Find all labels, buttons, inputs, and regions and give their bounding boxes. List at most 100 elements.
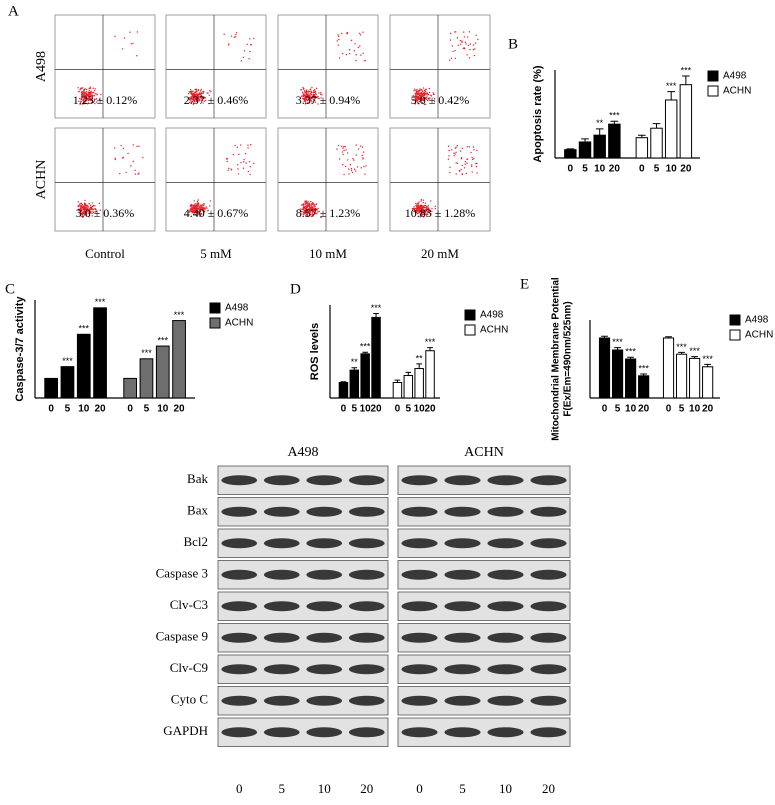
event-dot [86,206,88,209]
x-tick-label: 10 [625,404,637,415]
legend-label: ACHN [723,86,751,97]
event-dot [448,155,450,157]
event-dot [362,31,364,33]
event-dot [83,102,85,104]
event-dot [198,99,200,102]
error-bar [704,363,712,367]
event-dot [466,54,468,56]
blot-band [348,664,385,675]
event-dot [83,98,86,100]
event-dot [426,208,428,211]
event-dot [419,98,421,101]
event-dot [356,166,359,168]
protein-label: Caspase 9 [156,629,208,644]
event-dot [316,97,318,99]
event-dot [192,210,194,213]
bar [360,353,370,399]
event-dot [114,147,116,149]
event-dot [83,212,86,214]
event-dot [456,37,459,39]
x-tick-label: 10 [360,404,372,415]
blot-band [444,601,481,612]
event-dot [434,208,436,210]
event-dot [305,207,308,209]
event-dot [461,41,463,43]
apoptosis-value: 3.37 ± 0.94% [296,93,361,107]
event-dot [355,59,357,62]
event-dot [302,98,304,100]
blot-band [487,695,524,706]
event-dot [471,165,473,168]
event-dot [195,98,198,100]
event-dot [306,213,309,215]
lane-label: 5 [279,781,286,796]
event-dot [228,167,230,170]
event-dot [476,149,478,152]
significance: *** [612,337,623,347]
event-dot [132,160,135,163]
panel-label: E [520,276,529,292]
event-dot [196,100,199,102]
event-dot [307,208,310,211]
event-dot [301,91,304,93]
dot-plot [165,127,267,232]
blot-band [530,695,567,706]
error-bar [362,351,368,354]
event-dot [230,35,233,37]
event-dot [248,160,251,163]
event-dot [240,60,242,62]
event-dot [93,94,96,97]
event-dot [359,45,361,47]
event-dot [314,209,316,212]
event-dot [304,200,306,202]
event-dot [192,103,195,105]
event-dot [234,144,236,147]
event-dot [87,98,89,100]
event-dot [310,201,312,203]
event-dot [461,173,464,175]
blot-band [306,506,343,517]
error-bar [581,138,589,142]
event-dot [466,158,469,160]
event-dot [415,204,418,206]
blot-band [401,695,438,706]
event-dot [432,92,434,94]
event-dot [79,214,81,216]
legend-swatch [209,317,221,329]
event-dot [359,145,362,147]
event-dot [421,95,423,98]
blot-band [401,727,438,738]
event-dot [423,93,425,95]
legend-swatch [707,85,719,97]
event-dot [228,43,230,45]
blot-band [306,601,343,612]
event-dot [78,97,81,100]
event-dot [205,206,207,208]
event-dot [321,94,323,96]
event-dot [418,212,420,214]
event-dot [82,94,84,96]
event-dot [306,211,308,213]
event-dot [203,100,206,102]
significance: *** [689,346,700,356]
event-dot [83,208,86,211]
event-dot [122,147,125,150]
event-dot [462,47,465,50]
event-dot [200,96,202,99]
event-dot [300,95,303,97]
event-dot [86,210,88,213]
event-dot [189,88,192,91]
blot-band [221,506,258,517]
event-dot [426,211,429,213]
bar [598,337,611,399]
event-dot [87,91,90,93]
event-dot [130,43,132,45]
event-dot [449,166,451,168]
significance: *** [371,303,382,313]
blot-band [263,601,300,612]
event-dot [449,32,452,35]
event-dot [86,103,89,105]
event-dot [91,212,93,215]
event-dot [194,204,196,207]
event-dot [417,98,420,100]
